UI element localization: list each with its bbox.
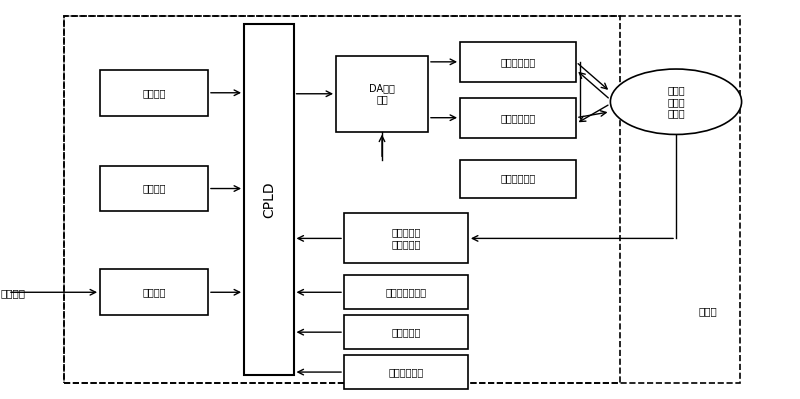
Bar [64,16,740,383]
Bar [100,70,208,116]
Bar [344,355,468,389]
Text: 正反转开关: 正反转开关 [391,327,421,337]
Bar [344,275,468,309]
Text: 晶振电路: 晶振电路 [142,184,166,194]
Text: 复位开关: 复位开关 [142,88,166,98]
Text: 恒流驱动电路: 恒流驱动电路 [500,113,536,123]
Bar [460,98,576,138]
Bar [244,24,294,375]
Text: 两相混
合式步
进电机: 两相混 合式步 进电机 [667,85,685,119]
Text: 细分数选择开关: 细分数选择开关 [386,287,426,297]
Bar [344,315,468,349]
Bar [460,42,576,82]
Text: DA转换
电路: DA转换 电路 [369,83,395,105]
Bar [64,16,620,383]
Bar [344,213,468,263]
Text: CPLD: CPLD [262,181,276,218]
Text: 电流检测过
流保护电路: 电流检测过 流保护电路 [391,227,421,249]
Text: 控制器: 控制器 [698,306,718,316]
Bar [100,269,208,315]
Bar [336,56,428,132]
Text: 恒流驱动电路: 恒流驱动电路 [500,57,536,67]
Text: 电流给定电路: 电流给定电路 [500,174,536,184]
Text: 起动停止开关: 起动停止开关 [388,367,424,377]
Bar [460,160,576,198]
Circle shape [610,69,742,134]
Bar [100,166,208,211]
Text: 脉冲输入: 脉冲输入 [1,288,26,298]
Text: 隔离电路: 隔离电路 [142,287,166,297]
